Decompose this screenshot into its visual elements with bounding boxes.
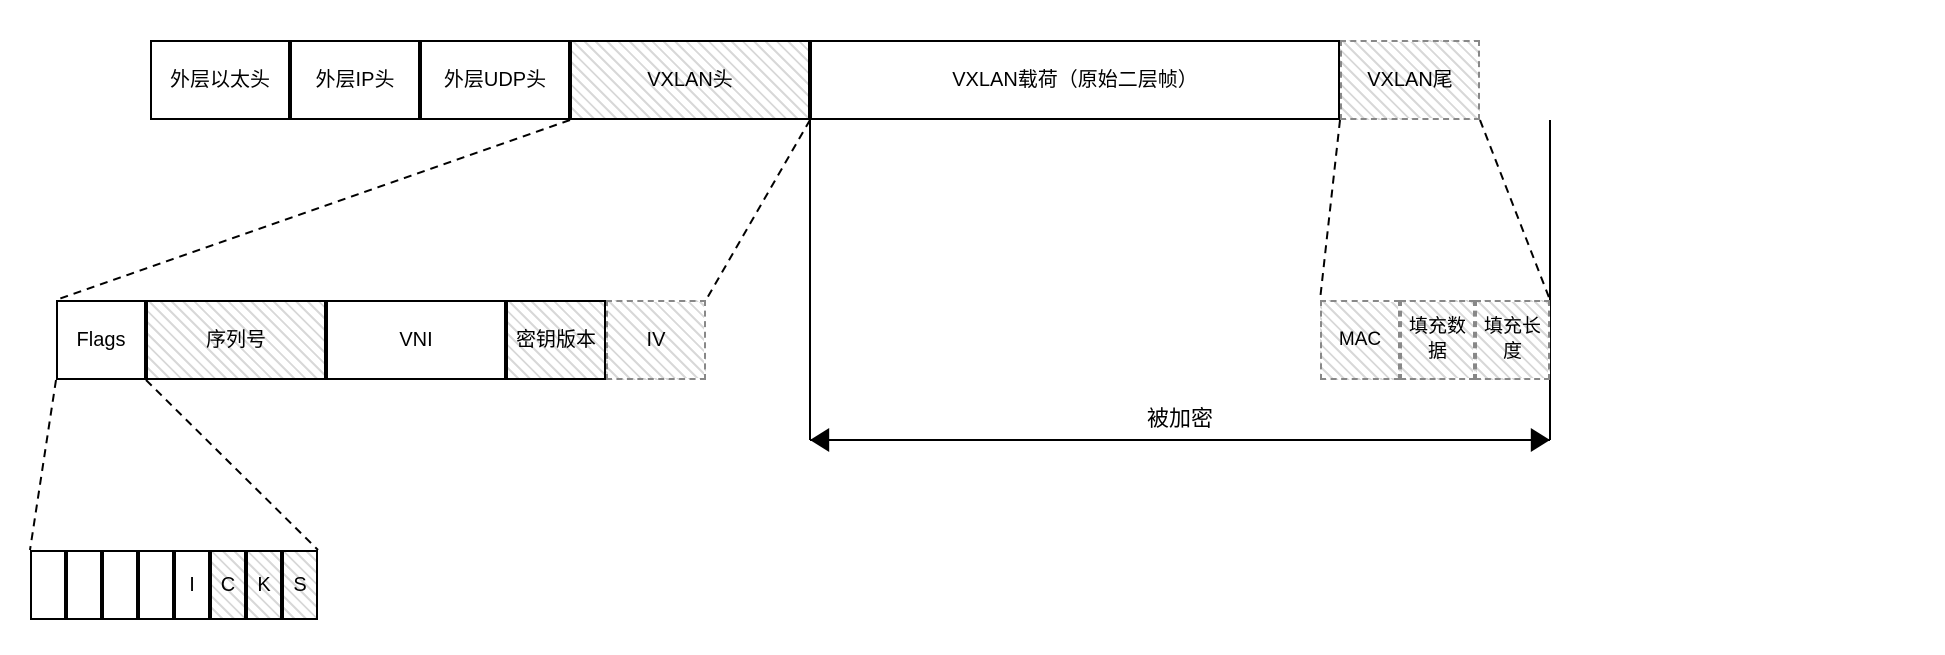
bit-5-label: C: [221, 572, 235, 598]
hdr-flags: Flags: [56, 300, 146, 380]
top-outer_ip: 外层IP头: [290, 40, 420, 120]
bit-1: [66, 550, 102, 620]
bit-0: [30, 550, 66, 620]
top-vxlan_tl: VXLAN尾: [1340, 40, 1480, 120]
tl-pad-label: 填充数据: [1402, 315, 1473, 364]
hdr-keyver: 密钥版本: [506, 300, 606, 380]
top-outer_eth: 外层以太头: [150, 40, 290, 120]
tl-mac: MAC: [1320, 300, 1400, 380]
top-vxlan_pay-label: VXLAN载荷（原始二层帧）: [952, 67, 1198, 93]
svg-text:被加密: 被加密: [1147, 406, 1213, 431]
top-vxlan_tl-label: VXLAN尾: [1367, 67, 1453, 93]
tl-padlen: 填充长度: [1475, 300, 1550, 380]
top-vxlan_pay: VXLAN载荷（原始二层帧）: [810, 40, 1340, 120]
top-vxlan_hdr: VXLAN头: [570, 40, 810, 120]
bit-2: [102, 550, 138, 620]
top-outer_udp-label: 外层UDP头: [444, 67, 546, 93]
bit-3: [138, 550, 174, 620]
bit-4-label: I: [189, 572, 195, 598]
vxlan-packet-diagram: 被加密 外层以太头 外层IP头 外层UDP头 VXLAN头 VXLAN载荷（原始二层帧）…: [20, 20, 1925, 635]
hdr-iv-label: IV: [647, 327, 666, 353]
bit-4: I: [174, 550, 210, 620]
hdr-vni-label: VNI: [399, 327, 432, 353]
bit-6: K: [246, 550, 282, 620]
bit-7-label: S: [293, 572, 306, 598]
top-outer_eth-label: 外层以太头: [170, 67, 270, 93]
top-outer_ip-label: 外层IP头: [316, 67, 395, 93]
hdr-flags-label: Flags: [77, 327, 126, 353]
hdr-seq-label: 序列号: [206, 327, 266, 353]
tl-mac-label: MAC: [1339, 328, 1381, 353]
hdr-vni: VNI: [326, 300, 506, 380]
bit-5: C: [210, 550, 246, 620]
top-outer_udp: 外层UDP头: [420, 40, 570, 120]
tl-padlen-label: 填充长度: [1477, 315, 1548, 364]
tl-pad: 填充数据: [1400, 300, 1475, 380]
hdr-seq: 序列号: [146, 300, 326, 380]
top-vxlan_hdr-label: VXLAN头: [647, 67, 733, 93]
bit-6-label: K: [257, 572, 270, 598]
hdr-keyver-label: 密钥版本: [516, 327, 596, 353]
hdr-iv: IV: [606, 300, 706, 380]
bit-7: S: [282, 550, 318, 620]
